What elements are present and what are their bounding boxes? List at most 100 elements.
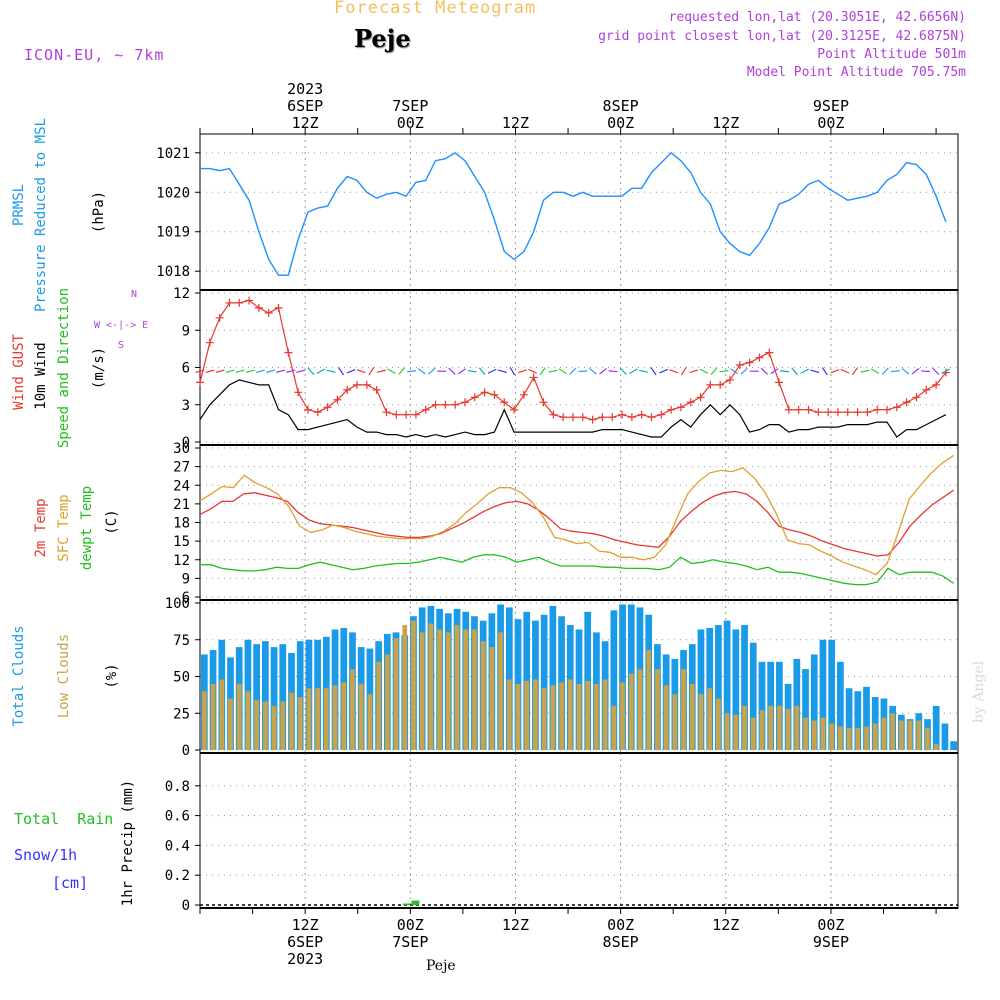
y-tick-label: 6 <box>182 361 190 377</box>
gust-marker <box>686 398 695 407</box>
temp2m-line <box>199 489 954 557</box>
low-cloud-bar <box>219 679 225 750</box>
low-cloud-bar <box>271 705 277 750</box>
low-cloud-bar <box>384 654 390 750</box>
low-cloud-bar <box>777 705 782 750</box>
total-rain-label: Total Rain <box>14 810 114 828</box>
gust-marker <box>765 348 774 357</box>
low-cloud-bar <box>933 744 939 750</box>
wind-direction-arrow <box>689 369 699 373</box>
low-cloud-bar <box>306 688 312 750</box>
low-cloud-bar <box>663 685 669 750</box>
model-label: ICON-EU, ~ 7km <box>24 46 165 64</box>
y-tick-label: 1021 <box>156 146 190 162</box>
low-cloud-bar <box>916 720 922 750</box>
low-cloud-bar <box>393 638 399 750</box>
low-cloud-bar <box>820 717 826 750</box>
model-altitude: Model Point Altitude 705.75m <box>746 65 966 80</box>
low-cloud-bar <box>759 710 765 750</box>
gust-marker <box>333 395 342 404</box>
bottom-time-label: 12Z <box>292 916 319 934</box>
wind-direction-arrow <box>286 369 296 373</box>
top-time-label: 00Z <box>817 114 844 132</box>
low-cloud-bar <box>550 685 556 750</box>
wind-direction-arrow <box>770 368 779 375</box>
wind-direction-arrow <box>387 368 396 374</box>
wind-unit-label: (m/s) <box>91 346 107 390</box>
low-cloud-bar <box>202 691 207 750</box>
wind-direction-arrow <box>629 368 638 375</box>
low-cloud-bar <box>899 720 904 750</box>
rain-bar <box>411 900 420 905</box>
requested-point: requested lon,lat (20.3051E, 42.6656N) <box>668 10 966 25</box>
wind-direction-arrow <box>448 367 456 375</box>
snow-unit-label: [cm] <box>52 874 89 892</box>
wind-direction-arrow <box>326 369 336 373</box>
low-cloud-bar <box>254 700 259 750</box>
y-tick-label: 100 <box>165 596 190 612</box>
gust-marker <box>303 405 312 414</box>
wind-direction-arrow <box>680 367 687 376</box>
gust-marker <box>549 410 558 419</box>
gust-marker <box>853 408 862 417</box>
low-cloud-bar <box>472 629 477 750</box>
gust-marker <box>883 405 892 414</box>
wind-direction-arrow <box>528 368 537 374</box>
total-cloud-bar <box>845 688 853 750</box>
y-tick-label: 25 <box>173 706 190 722</box>
gust-marker <box>716 380 725 389</box>
low-cloud-bar <box>689 683 695 750</box>
y-tick-label: 1020 <box>156 185 190 201</box>
low-cloud-bar <box>402 625 408 750</box>
low-cloud-bar <box>262 701 268 750</box>
wind-direction-arrow <box>619 367 627 375</box>
gust-marker <box>892 403 901 412</box>
wind-direction-arrow <box>376 369 386 373</box>
gust-marker <box>470 393 479 402</box>
wind-direction-arrow <box>821 367 828 376</box>
wind-direction-arrow <box>338 367 345 376</box>
gust-marker <box>725 375 734 384</box>
low-cloud-bar <box>515 683 521 750</box>
gust-marker <box>745 358 754 367</box>
gust-marker <box>225 298 234 307</box>
total-cloud-bar <box>540 614 548 750</box>
wind-direction-arrow <box>608 370 618 373</box>
wind-direction-arrow <box>478 367 486 376</box>
low-cloud-bar <box>811 720 817 750</box>
gust-marker <box>814 408 823 417</box>
wind-direction-arrow <box>881 367 889 375</box>
wind-direction-arrow <box>266 369 276 373</box>
low-cloud-bar <box>724 713 730 750</box>
panel-frame <box>199 133 959 291</box>
low-cloud-bar <box>498 632 503 750</box>
wind-direction-arrow <box>810 369 820 374</box>
low-cloud-bar <box>707 688 713 750</box>
gust-marker <box>647 413 656 422</box>
low-cloud-bar <box>332 685 338 750</box>
y-tick-label: 30 <box>173 441 190 457</box>
top-time-label: 12Z <box>292 114 319 132</box>
sfc-temp-label: SFC Temp <box>56 494 72 562</box>
low-cloud-bar <box>864 726 869 750</box>
low-cloud-bar <box>524 680 530 750</box>
wind-direction-arrow <box>851 367 859 376</box>
clouds-unit-label: (%) <box>104 663 120 689</box>
y-tick-label: 0.6 <box>165 809 190 825</box>
wind-direction-arrow <box>428 367 436 375</box>
total-cloud-bar <box>610 610 618 750</box>
gust-marker <box>755 353 764 362</box>
wind-direction-arrow <box>316 368 326 374</box>
gust-marker <box>863 408 872 417</box>
gust-marker <box>245 296 254 305</box>
gust-marker <box>912 393 921 402</box>
total-cloud-bar <box>549 605 557 750</box>
low-cloud-bar <box>672 694 678 750</box>
wind-direction-arrow <box>457 368 467 375</box>
wind-direction-arrow <box>932 367 940 375</box>
y-tick-label: 0 <box>182 435 190 451</box>
wind-direction-arrow <box>659 368 668 374</box>
low-cloud-bar <box>358 683 364 750</box>
wind-direction-arrow <box>467 369 477 373</box>
low-cloud-bar <box>533 679 538 750</box>
